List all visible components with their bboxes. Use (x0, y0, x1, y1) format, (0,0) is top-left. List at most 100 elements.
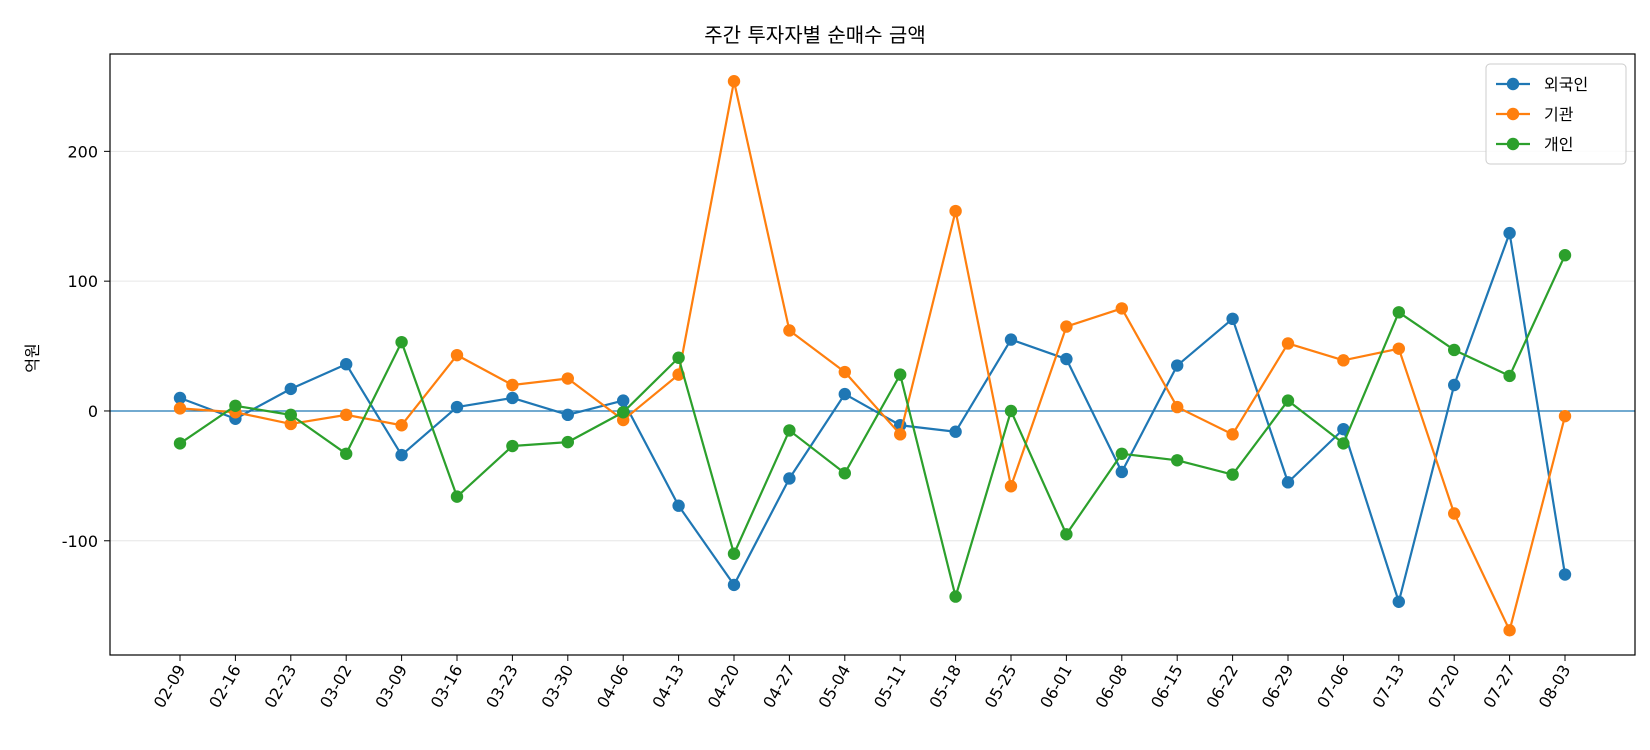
data-point (838, 467, 851, 480)
data-point (284, 417, 297, 431)
data-point (727, 547, 741, 560)
data-point (1337, 354, 1350, 367)
x-tick-label: 07-20 (1424, 662, 1464, 712)
data-point (949, 425, 962, 438)
data-point (506, 439, 519, 453)
data-point (1503, 369, 1516, 383)
legend-item: 개인 (1496, 135, 1573, 154)
data-point (1281, 476, 1295, 489)
data-point (1171, 359, 1184, 372)
data-point (1115, 447, 1129, 461)
data-point (1337, 437, 1350, 450)
x-tick-label: 04-13 (648, 662, 688, 712)
data-point (340, 358, 353, 371)
data-point (340, 408, 353, 422)
data-point (1004, 480, 1018, 493)
data-point (1558, 568, 1572, 581)
data-point (506, 378, 519, 392)
data-point (1115, 465, 1129, 479)
x-tick-label: 07-27 (1479, 662, 1519, 712)
y-tick-label: 0 (88, 402, 98, 421)
data-point (1448, 343, 1461, 357)
legend-marker (1506, 137, 1520, 151)
data-point (894, 368, 907, 381)
x-tick-label: 03-30 (538, 662, 578, 712)
x-tick-label: 06-01 (1036, 662, 1076, 712)
legend-marker (1506, 77, 1520, 91)
x-tick-label: 05-04 (815, 662, 855, 712)
series-line (179, 254, 1566, 598)
data-point (173, 437, 187, 450)
data-point (727, 578, 741, 592)
data-point (561, 435, 574, 449)
data-point (1448, 507, 1461, 520)
x-tick-label: 02-09 (150, 662, 190, 712)
data-point (450, 348, 464, 362)
series-line (179, 80, 1567, 632)
x-tick-label: 07-13 (1369, 662, 1409, 712)
x-tick-label: 04-20 (704, 662, 744, 712)
x-tick-label: 03-23 (482, 662, 522, 712)
data-point (395, 419, 408, 432)
data-point (395, 335, 408, 349)
data-point (1115, 302, 1129, 315)
data-point (284, 408, 297, 422)
x-tick-label: 05-18 (925, 662, 965, 712)
data-point (1392, 595, 1406, 608)
x-tick-label: 05-25 (981, 662, 1021, 712)
data-point (783, 324, 796, 337)
data-point (1392, 306, 1406, 319)
x-tick-label: 06-08 (1092, 662, 1132, 712)
data-point (1171, 454, 1184, 467)
series-2 (173, 75, 1572, 637)
x-tick-label: 02-16 (205, 662, 245, 712)
x-tick-label: 02-23 (261, 662, 301, 712)
x-tick-label: 06-22 (1202, 662, 1242, 712)
gridlines (110, 150, 1635, 542)
legend-item: 기관 (1496, 105, 1574, 124)
data-point (838, 365, 851, 379)
x-tick-label: 07-06 (1313, 662, 1353, 712)
data-point (1004, 333, 1018, 346)
series-layer (173, 75, 1572, 637)
data-point (173, 402, 187, 415)
plot-frame (109, 53, 1636, 656)
data-point (1226, 428, 1239, 441)
x-tick-label: 06-29 (1258, 662, 1298, 712)
series-3 (173, 248, 1572, 603)
data-point (506, 391, 519, 405)
data-point (949, 590, 962, 603)
data-point (727, 75, 741, 88)
x-tick-label: 05-11 (870, 662, 910, 712)
legend-label: 개인 (1544, 135, 1573, 154)
y-tick-label: 100 (67, 272, 98, 291)
y-axis: -100 0 100 200 (62, 142, 110, 551)
y-tick-label: 200 (67, 142, 98, 161)
x-axis: 02-09 02-16 02-23 03-02 03-09 03-16 03-23 03-30… (150, 655, 1575, 712)
data-point (672, 499, 685, 512)
data-point (340, 447, 353, 461)
data-point (1226, 468, 1239, 481)
data-point (1226, 312, 1239, 326)
data-point (173, 391, 187, 405)
data-point (783, 472, 796, 485)
data-point (561, 372, 574, 385)
series-line (179, 232, 1567, 603)
data-point (1281, 394, 1295, 407)
chart-title: 주간 투자자별 순매수 금액 (704, 23, 925, 47)
data-point (284, 382, 297, 396)
x-tick-label: 03-09 (371, 662, 411, 712)
data-point (1004, 404, 1018, 418)
x-tick-label: 04-27 (759, 662, 799, 712)
x-tick-label: 03-16 (427, 662, 467, 712)
data-point (1392, 342, 1406, 355)
data-point (617, 394, 630, 407)
data-point (1503, 226, 1516, 240)
data-point (1558, 248, 1572, 262)
y-axis-label: 억원 (23, 343, 42, 372)
data-point (1448, 378, 1461, 392)
data-point (672, 351, 685, 364)
x-tick-label: 08-03 (1535, 662, 1575, 712)
y-tick-label: -100 (62, 532, 98, 551)
